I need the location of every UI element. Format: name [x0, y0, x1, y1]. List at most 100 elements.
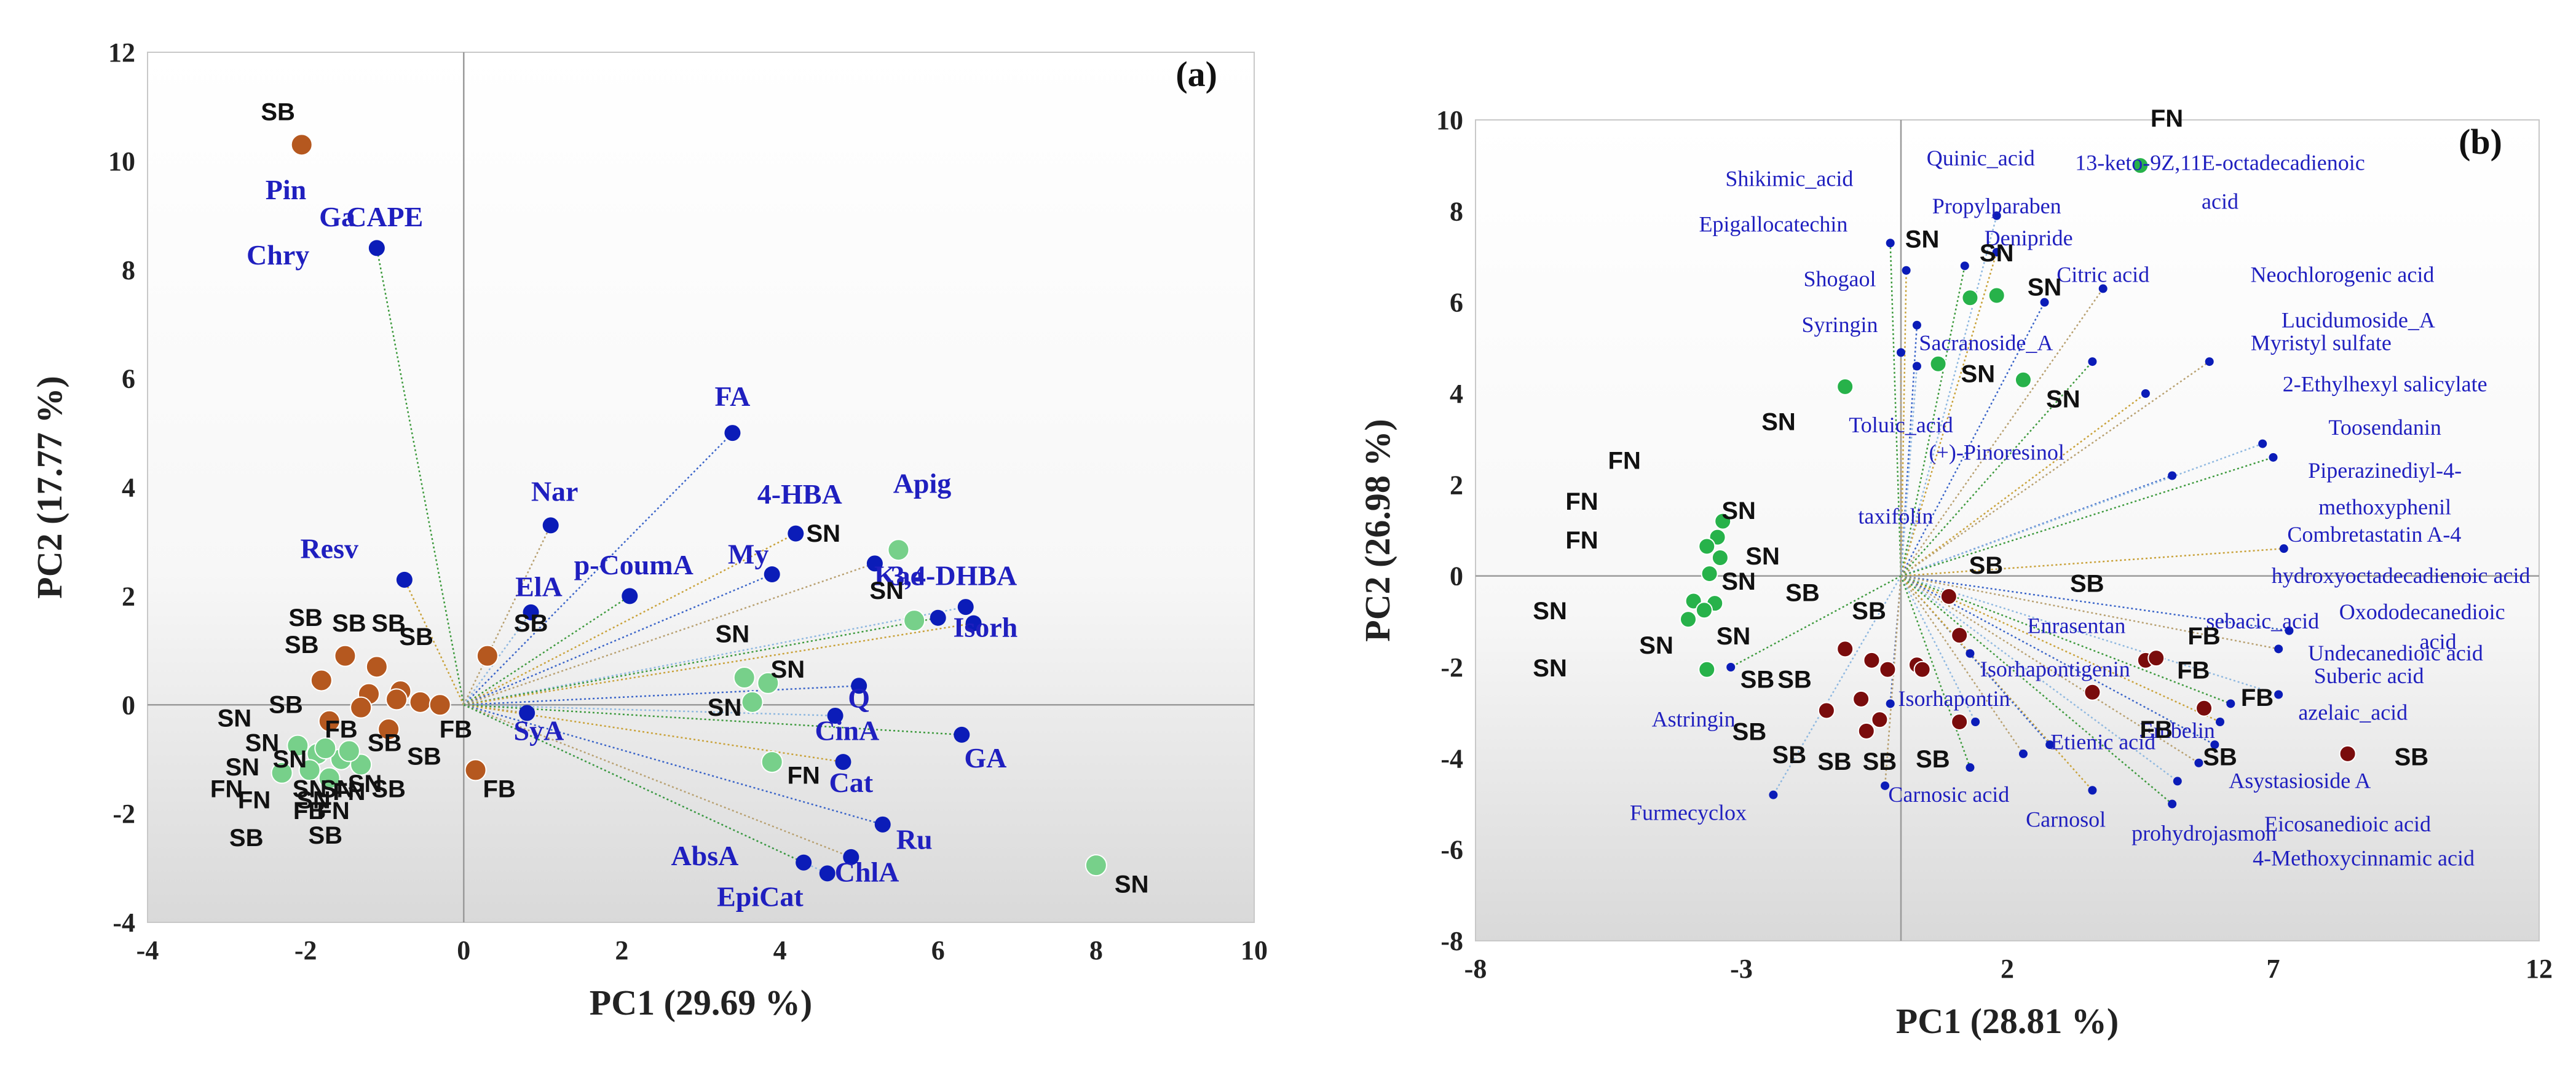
- vector-point: [622, 588, 638, 604]
- vector-label: Myristyl sulfate: [2251, 331, 2392, 355]
- group-label: SN: [1533, 598, 1567, 625]
- vector-label: Toluic_acid: [1849, 413, 1953, 437]
- vector-label: Epigallocatechin: [1699, 212, 1847, 237]
- vector-line: [1900, 392, 2146, 577]
- sample-point: [2014, 371, 2032, 389]
- vector-point: [819, 865, 836, 882]
- group-label: SN: [296, 786, 331, 814]
- y-tick-label: -2: [113, 799, 135, 829]
- x-tick-label: 8: [1089, 935, 1103, 965]
- vector-label: Resv: [300, 533, 358, 564]
- sample-point: [1680, 611, 1697, 628]
- vector-label: Shikimic_acid: [1725, 167, 1853, 191]
- vector-label: SyA: [514, 715, 564, 746]
- vector-point: [843, 849, 859, 865]
- vector-label: Nar: [531, 476, 579, 507]
- x-tick-label: -3: [1730, 954, 1753, 984]
- vector-line: [1900, 575, 2231, 705]
- sample-point: [1085, 854, 1107, 877]
- vector-label: Asystasioside A: [2229, 769, 2371, 793]
- vector-line: [403, 579, 465, 705]
- group-label: SB: [332, 610, 366, 637]
- vector-point: [1769, 790, 1778, 799]
- group-label: SB: [1863, 748, 1897, 775]
- vector-line: [463, 525, 551, 705]
- sample-point: [1871, 711, 1889, 729]
- group-label: SB: [2070, 571, 2104, 598]
- vector-label: Combretastatin A-4: [2287, 522, 2461, 547]
- group-label: FN: [317, 798, 349, 825]
- vector-label: Furmecyclox: [1630, 800, 1747, 825]
- group-label: SN: [1115, 871, 1149, 898]
- vector-label: Cat: [829, 767, 874, 798]
- vector-label: ChlA: [835, 857, 899, 888]
- sample-point: [2147, 649, 2165, 667]
- group-label: SN: [806, 520, 840, 547]
- vector-label: 13-keto-9Z,11E-octadecadienoic: [2075, 151, 2365, 175]
- group-label: SN: [708, 694, 742, 721]
- vector-point: [866, 555, 883, 572]
- vector-point: [851, 678, 867, 694]
- y-tick-label: -4: [1440, 743, 1463, 774]
- vector-line: [1900, 456, 2274, 577]
- vector-point: [2216, 718, 2224, 726]
- sample-point: [903, 609, 926, 632]
- vector-label: My: [728, 538, 768, 569]
- vector-label: Eicosanedioic acid: [2264, 812, 2431, 836]
- y-tick-label: 6: [122, 364, 135, 394]
- vector-label: methoxyphenil: [2318, 495, 2451, 520]
- vector-label: Kae: [874, 560, 923, 592]
- vector-line: [1900, 575, 2200, 764]
- vector-label: Isorh: [953, 612, 1017, 643]
- vector-line: [1900, 266, 1966, 576]
- vector-point: [764, 566, 780, 582]
- vector-point: [724, 425, 741, 442]
- group-label: SN: [293, 776, 327, 803]
- group-label: FN: [1565, 527, 1598, 554]
- vector-label: Piperazinediyl-4-: [2308, 458, 2462, 483]
- vector-point: [2088, 786, 2097, 795]
- vector-label: Q: [848, 683, 870, 714]
- vector-label: Citric acid: [2056, 262, 2149, 287]
- group-label: FN: [210, 776, 243, 803]
- vector-label: EpiCat: [717, 881, 804, 912]
- vector-line: [1900, 215, 1997, 576]
- vector-label: Etienic acid: [2050, 730, 2155, 754]
- group-label: SN: [1961, 360, 1996, 387]
- vector-point: [2168, 471, 2177, 480]
- vector-point: [2098, 284, 2108, 293]
- panel-b: -8 -3 2 7 12 -8 -6 -4 -2 0 2 4 6 8 10 PC1 (28.81 %) PC2 …: [1357, 105, 2553, 1041]
- vector-label: 2-Ethylhexyl salicylate: [2283, 371, 2487, 396]
- y-tick-label: 0: [1450, 561, 1463, 592]
- vector-point: [874, 816, 891, 833]
- group-label: SB: [288, 604, 323, 632]
- vector-label: Suberic acid: [2314, 663, 2424, 688]
- y-tick-label: 10: [108, 146, 135, 176]
- sample-point: [1951, 713, 1969, 731]
- sample-point: [761, 751, 783, 774]
- vector-label: AbsA: [671, 840, 738, 871]
- group-label: FN: [238, 786, 271, 814]
- vector-point: [1992, 211, 2001, 220]
- sample-point: [298, 759, 321, 782]
- vector-line: [1900, 575, 2178, 782]
- vector-label: acid: [2202, 189, 2238, 214]
- vector-line: [376, 248, 465, 705]
- group-label: SN: [1761, 408, 1796, 435]
- vector-label: (+)-Pinoresinol: [1929, 440, 2064, 465]
- vector-label: prohydrojasmon: [2132, 821, 2277, 845]
- vector-label: Ga: [319, 201, 355, 232]
- y-tick-label: 8: [1450, 196, 1463, 226]
- group-label: FB: [2140, 716, 2173, 743]
- vector-line: [1900, 325, 1918, 576]
- y-axis-label-a: PC2 (17.77 %): [30, 376, 69, 598]
- vector-point: [2088, 357, 2097, 366]
- group-label: SN: [218, 705, 252, 732]
- vector-label: taxifolin: [1858, 504, 1933, 528]
- sample-point: [757, 671, 780, 694]
- sample-point: [409, 691, 432, 713]
- vector-point: [368, 240, 385, 256]
- group-label: SB: [1740, 666, 1775, 693]
